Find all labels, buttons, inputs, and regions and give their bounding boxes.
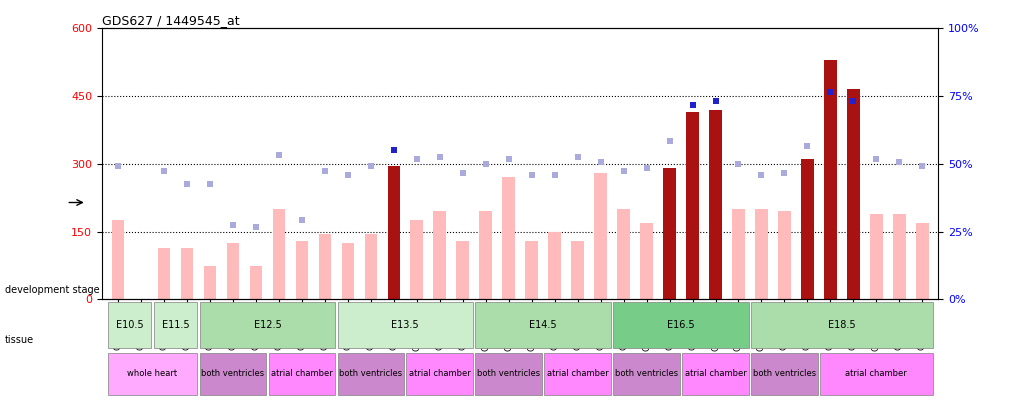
- FancyBboxPatch shape: [268, 353, 335, 394]
- Bar: [662, 168, 676, 299]
- FancyBboxPatch shape: [682, 353, 748, 394]
- Text: both ventricles: both ventricles: [614, 369, 678, 378]
- Bar: [548, 232, 560, 299]
- Text: atrial chamber: atrial chamber: [845, 369, 906, 378]
- Bar: [869, 213, 881, 299]
- FancyBboxPatch shape: [475, 302, 610, 348]
- FancyBboxPatch shape: [200, 353, 266, 394]
- Text: development stage: development stage: [5, 285, 100, 294]
- Text: both ventricles: both ventricles: [339, 369, 403, 378]
- Bar: [479, 211, 491, 299]
- FancyBboxPatch shape: [406, 353, 473, 394]
- FancyBboxPatch shape: [750, 353, 817, 394]
- Bar: [571, 241, 584, 299]
- Bar: [754, 209, 767, 299]
- Text: atrial chamber: atrial chamber: [409, 369, 470, 378]
- Text: E16.5: E16.5: [666, 320, 694, 330]
- Bar: [250, 266, 262, 299]
- FancyBboxPatch shape: [750, 302, 931, 348]
- Text: atrial chamber: atrial chamber: [271, 369, 332, 378]
- Bar: [594, 173, 606, 299]
- Bar: [823, 60, 836, 299]
- Bar: [915, 223, 927, 299]
- Text: atrial chamber: atrial chamber: [546, 369, 608, 378]
- Text: both ventricles: both ventricles: [752, 369, 815, 378]
- FancyBboxPatch shape: [612, 353, 680, 394]
- Text: whole heart: whole heart: [127, 369, 177, 378]
- Text: E12.5: E12.5: [254, 320, 281, 330]
- Bar: [112, 220, 124, 299]
- Text: tissue: tissue: [5, 335, 35, 345]
- Bar: [410, 220, 423, 299]
- FancyBboxPatch shape: [337, 302, 473, 348]
- Bar: [525, 241, 537, 299]
- FancyBboxPatch shape: [154, 302, 197, 348]
- FancyBboxPatch shape: [612, 302, 748, 348]
- Bar: [846, 90, 859, 299]
- Text: atrial chamber: atrial chamber: [684, 369, 746, 378]
- FancyBboxPatch shape: [475, 353, 541, 394]
- Bar: [204, 266, 216, 299]
- Text: E13.5: E13.5: [391, 320, 419, 330]
- Bar: [158, 247, 170, 299]
- Bar: [640, 223, 652, 299]
- Bar: [800, 160, 813, 299]
- Bar: [318, 234, 331, 299]
- FancyBboxPatch shape: [108, 353, 197, 394]
- Bar: [502, 177, 515, 299]
- Bar: [616, 209, 630, 299]
- Text: E14.5: E14.5: [529, 320, 556, 330]
- FancyBboxPatch shape: [819, 353, 931, 394]
- Bar: [341, 243, 354, 299]
- Bar: [777, 211, 790, 299]
- Text: GDS627 / 1449545_at: GDS627 / 1449545_at: [102, 14, 239, 27]
- Bar: [180, 247, 194, 299]
- Bar: [893, 213, 905, 299]
- Bar: [686, 112, 698, 299]
- Bar: [296, 241, 308, 299]
- Text: E18.5: E18.5: [827, 320, 855, 330]
- Text: both ventricles: both ventricles: [477, 369, 540, 378]
- Bar: [272, 209, 285, 299]
- Bar: [387, 166, 399, 299]
- Bar: [455, 241, 469, 299]
- Text: both ventricles: both ventricles: [201, 369, 264, 378]
- Bar: [433, 211, 445, 299]
- Text: E10.5: E10.5: [115, 320, 144, 330]
- Text: E11.5: E11.5: [162, 320, 190, 330]
- Bar: [708, 110, 721, 299]
- Bar: [732, 209, 744, 299]
- Bar: [226, 243, 239, 299]
- Bar: [364, 234, 377, 299]
- FancyBboxPatch shape: [200, 302, 335, 348]
- FancyBboxPatch shape: [337, 353, 404, 394]
- FancyBboxPatch shape: [544, 353, 610, 394]
- FancyBboxPatch shape: [108, 302, 151, 348]
